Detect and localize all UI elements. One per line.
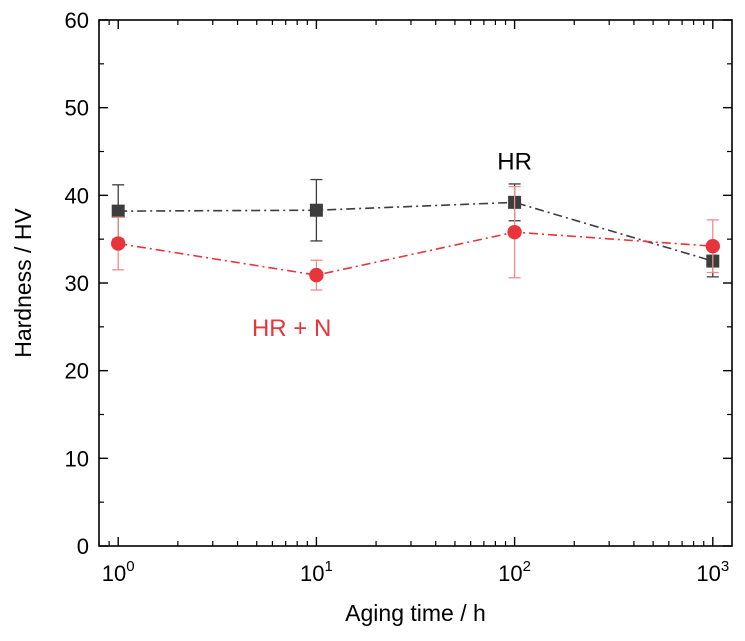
x-tick-label: 101: [300, 558, 333, 586]
series-layer: [111, 178, 720, 291]
data-point: [507, 224, 522, 240]
y-tick-label: 50: [65, 96, 89, 121]
y-tick-label: 60: [65, 8, 89, 33]
series-line-hr: [118, 201, 714, 262]
y-tick-label: 30: [65, 271, 89, 296]
data-point: [111, 236, 126, 251]
y-tick-label: 20: [65, 359, 89, 384]
annotation-layer: HR HR + N: [252, 148, 532, 342]
series-line-hr-n: [118, 231, 713, 276]
data-point: [309, 203, 323, 217]
series-hr: [111, 178, 720, 278]
x-tick-label: 102: [498, 558, 531, 586]
tick-label-layer: 0 10 20 30 40 50 60 100 101 102 103: [65, 8, 730, 586]
data-point: [309, 267, 324, 283]
y-tick-label: 10: [65, 446, 89, 471]
data-point: [705, 238, 720, 254]
x-axis-title: Aging time / h: [345, 600, 486, 626]
annotation-hr-n: HR + N: [252, 315, 331, 342]
plot-frame: [98, 19, 733, 547]
annotation-hr: HR: [497, 148, 532, 175]
y-axis-title: Hardness / HV: [10, 208, 36, 358]
data-point: [111, 204, 125, 218]
series-hr-n: [111, 185, 720, 291]
y-tick-label: 0: [77, 534, 89, 559]
x-tick-label: 100: [102, 558, 135, 586]
x-tick-label: 103: [696, 558, 729, 586]
y-tick-label: 40: [65, 183, 89, 208]
tick-layer: [98, 19, 732, 547]
